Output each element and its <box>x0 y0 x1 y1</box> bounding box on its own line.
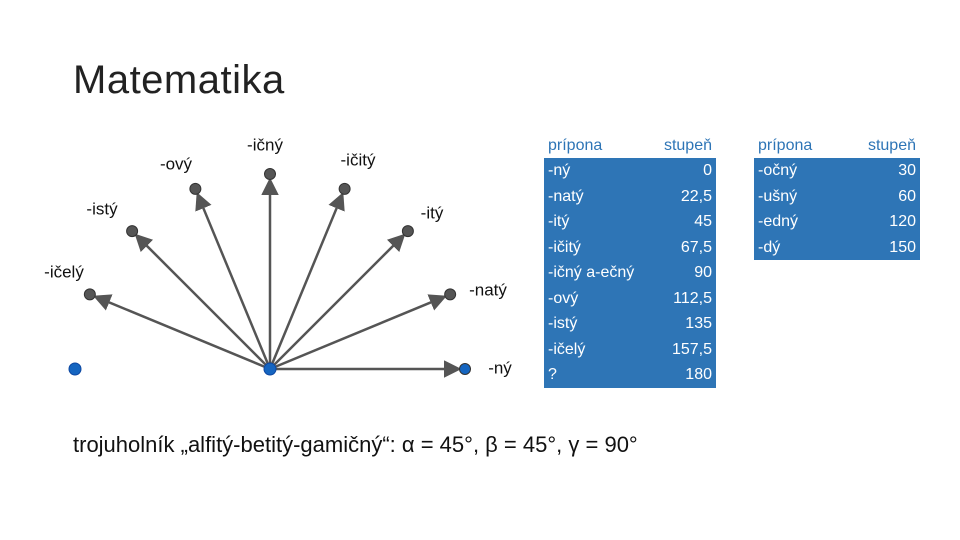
degree-cell: 90 <box>644 260 716 286</box>
label-icely: -ičelý <box>44 262 84 281</box>
labels-layer: -ný -natý -itý -ičitý -ičný -ový -istý -ičelý <box>44 135 512 377</box>
label-ny: -ný <box>488 358 512 377</box>
suffix-cell: -ičelý <box>544 336 644 362</box>
origin-point <box>263 362 277 376</box>
header-degree: stupeň <box>856 134 920 158</box>
degree-cell: 22,5 <box>644 183 716 209</box>
table-row: -itý 45 <box>544 209 716 235</box>
table-row: ? 180 <box>544 362 716 388</box>
arrow-isty <box>134 233 271 370</box>
degree-cell: 45 <box>644 209 716 235</box>
table-row: -natý 22,5 <box>544 183 716 209</box>
suffix-cell: -dý <box>754 234 856 260</box>
table-header-row: prípona stupeň <box>544 134 716 158</box>
degree-cell: 135 <box>644 311 716 337</box>
suffix-degree-table: prípona stupeň -ný 0 -natý 22,5 -itý 45 -ič… <box>544 134 716 388</box>
suffix-cell: -natý <box>544 183 644 209</box>
degree-cell: 67,5 <box>644 234 716 260</box>
suffix-cell: -ičný a-ečný <box>544 260 644 286</box>
arrow-naty <box>269 294 447 371</box>
endpoint-naty <box>444 288 457 301</box>
label-ity: -itý <box>421 203 444 222</box>
degree-cell: 180 <box>644 362 716 388</box>
table-row: -ičelý 157,5 <box>544 336 716 362</box>
degree-cell: 157,5 <box>644 336 716 362</box>
degree-cell: 60 <box>856 183 920 209</box>
suffix-cell: -očný <box>754 158 856 184</box>
table-row: -ičný a-ečný 90 <box>544 260 716 286</box>
header-degree: stupeň <box>644 134 716 158</box>
suffix-degree-table-secondary: prípona stupeň -očný 30 -ušný 60 -edný 120 … <box>754 134 920 260</box>
degree-cell: 30 <box>856 158 920 184</box>
table-row: -edný 120 <box>754 209 920 235</box>
suffix-cell: -ový <box>544 285 644 311</box>
endpoint-isty <box>126 225 139 238</box>
points-layer <box>68 168 471 376</box>
endpoint-ity <box>401 225 414 238</box>
angle-diagram: -ný -natý -itý -ičitý -ičný -ový -istý -ičelý <box>44 135 512 378</box>
arrow-icely <box>93 294 271 371</box>
endpoint-icny <box>264 168 276 180</box>
degree-cell: 150 <box>856 234 920 260</box>
header-suffix: prípona <box>544 134 644 158</box>
table-row: -ičitý 67,5 <box>544 234 716 260</box>
endpoint-ny <box>459 363 471 375</box>
label-icity: -ičitý <box>341 150 376 169</box>
header-suffix: prípona <box>754 134 856 158</box>
label-icny: -ičný <box>247 135 283 154</box>
arrow-ovy <box>195 192 272 370</box>
suffix-cell: -istý <box>544 311 644 337</box>
suffix-cell: -edný <box>754 209 856 235</box>
degree-cell: 112,5 <box>644 285 716 311</box>
table-header-row: prípona stupeň <box>754 134 920 158</box>
suffix-cell: -ný <box>544 158 644 184</box>
suffix-cell: -ušný <box>754 183 856 209</box>
endpoint-180 <box>68 362 82 376</box>
label-isty: -istý <box>86 199 118 218</box>
arrow-ity <box>269 233 406 370</box>
endpoint-icely <box>83 288 96 301</box>
arrow-icity <box>268 192 345 370</box>
table-row: -ový 112,5 <box>544 285 716 311</box>
degree-cell: 0 <box>644 158 716 184</box>
label-naty: -natý <box>469 280 507 299</box>
degree-cell: 120 <box>856 209 920 235</box>
suffix-cell: -itý <box>544 209 644 235</box>
endpoint-icity <box>338 182 351 195</box>
arrows-layer <box>93 177 462 378</box>
suffix-cell: -ičitý <box>544 234 644 260</box>
table-row: -istý 135 <box>544 311 716 337</box>
table-row: -dý 150 <box>754 234 920 260</box>
slide-title: Matematika <box>73 58 285 102</box>
table-row: -ušný 60 <box>754 183 920 209</box>
triangle-formula: trojuholník „alfitý-betitý-gamičný“: α =… <box>73 432 638 457</box>
table-row: -ný 0 <box>544 158 716 184</box>
table-row: -očný 30 <box>754 158 920 184</box>
endpoint-ovy <box>189 182 202 195</box>
suffix-cell: ? <box>544 362 644 388</box>
label-ovy: -ový <box>160 154 193 173</box>
